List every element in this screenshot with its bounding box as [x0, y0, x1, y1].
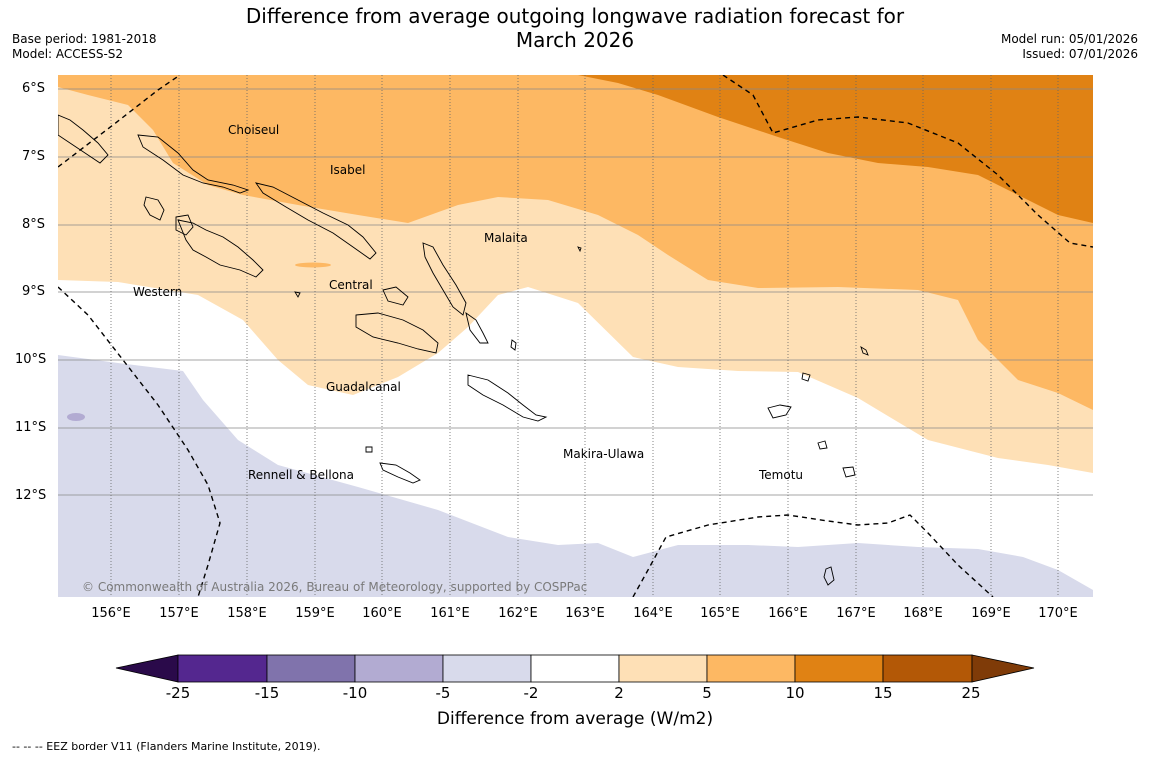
lon-label-163e: 163°E	[565, 606, 605, 621]
colorbar-tick-neg5: -5	[435, 684, 451, 702]
lat-label-6s: 6°S	[22, 81, 46, 96]
lon-label-170e: 170°E	[1038, 606, 1078, 621]
lat-label-9s: 9°S	[22, 284, 46, 299]
colorbar-tick-neg10: -10	[342, 684, 368, 702]
colorbar-tick-2: 2	[614, 684, 624, 702]
colorbar-bin-neg-10-5	[354, 654, 444, 683]
lon-label-162e: 162°E	[498, 606, 538, 621]
island-rennell	[379, 462, 421, 484]
colorbar-tick-neg25: -25	[165, 684, 191, 702]
lon-label-160e: 160°E	[362, 606, 402, 621]
copyright-notice: © Commonwealth of Australia 2026, Bureau…	[82, 580, 588, 594]
map-svg	[58, 75, 1093, 597]
base-period: Base period: 1981-2018	[12, 32, 157, 46]
lat-label-12s: 12°S	[15, 488, 47, 503]
island-utupua	[817, 440, 828, 450]
place-isabel: Isabel	[330, 163, 366, 177]
lon-label-161e: 161°E	[430, 606, 470, 621]
colorbar-tick-5: 5	[702, 684, 712, 702]
island-malaita	[422, 242, 467, 316]
colorbar-bin-pos-2-5	[618, 654, 708, 683]
latitude-gridlines	[58, 88, 1093, 496]
island-small-1	[294, 291, 301, 298]
eez-footnote: -- -- -- EEZ border V11 (Flanders Marine…	[12, 740, 321, 753]
map-panel: Choiseul Isabel Malaita Western Central …	[58, 75, 1093, 597]
island-guadalcanal	[355, 312, 439, 354]
colorbar-bin-pos-15-25	[882, 654, 973, 683]
island-small-2	[577, 246, 582, 253]
lon-label-166e: 166°E	[768, 606, 808, 621]
issued-date: Issued: 07/01/2026	[1022, 47, 1138, 61]
colorbar	[115, 654, 1035, 683]
lat-label-11s: 11°S	[15, 420, 47, 435]
longitude-gridlines	[110, 75, 1059, 597]
place-malaita: Malaita	[484, 231, 528, 245]
island-kolombangara	[175, 214, 194, 236]
island-florida	[382, 286, 409, 306]
model-run: Model run: 05/01/2026	[1000, 32, 1138, 46]
lat-label-8s: 8°S	[22, 217, 46, 232]
island-reef	[801, 372, 811, 382]
title-line-1: Difference from average outgoing longwav…	[245, 4, 905, 28]
colorbar-bin-neg-5-2	[442, 654, 532, 683]
island-ulawa	[510, 339, 517, 351]
metadata-right: Model run: 05/01/2026 Issued: 07/01/2026	[1001, 32, 1138, 62]
island-bellona	[365, 446, 373, 453]
place-rennell-bellona: Rennell & Bellona	[248, 468, 355, 482]
colorbar-bin-neutral	[530, 654, 620, 683]
island-choiseul	[137, 134, 250, 194]
colorbar-bin-pos-10-15	[794, 654, 884, 683]
anomaly-spot-pos	[295, 262, 331, 268]
island-shortland	[58, 114, 109, 164]
island-new-georgia	[177, 219, 264, 278]
eez-border	[58, 75, 1093, 597]
colorbar-tick-25: 25	[961, 684, 981, 702]
anomaly-spot-neg	[67, 413, 85, 421]
colorbar-bin-pos-5-10	[706, 654, 796, 683]
lat-label-10s: 10°S	[15, 352, 47, 367]
island-vella	[143, 196, 165, 221]
island-santa-cruz	[767, 404, 792, 419]
lon-label-156e: 156°E	[91, 606, 131, 621]
colorbar-tick-neg15: -15	[254, 684, 280, 702]
lon-label-159e: 159°E	[295, 606, 335, 621]
island-small-malaita	[465, 311, 489, 344]
coastlines	[58, 114, 869, 586]
place-temotu: Temotu	[759, 468, 804, 482]
lon-label-157e: 157°E	[159, 606, 199, 621]
lon-label-158e: 158°E	[227, 606, 267, 621]
title-line-2: March 2026	[515, 28, 635, 52]
place-western: Western	[133, 285, 183, 299]
lon-label-169e: 169°E	[971, 606, 1011, 621]
lon-label-164e: 164°E	[633, 606, 673, 621]
island-tikopia	[823, 566, 835, 586]
lon-label-168e: 168°E	[903, 606, 943, 621]
colorbar-tick-neg2: -2	[523, 684, 539, 702]
model-name: Model: ACCESS-S2	[12, 47, 124, 61]
chart-title: Difference from average outgoing longwav…	[0, 4, 1150, 52]
colorbar-bin-neg-15-10	[266, 654, 356, 683]
island-vanikoro	[842, 466, 856, 478]
anomaly-zone-pos-5-10	[58, 75, 1093, 410]
island-makira	[467, 374, 548, 422]
colorbar-bin-neg-25-15	[177, 654, 268, 683]
colorbar-extend-min	[115, 654, 179, 683]
anomaly-zone-pos-10-15	[578, 75, 1093, 223]
island-isabel	[254, 182, 377, 260]
island-duff	[860, 345, 869, 356]
place-choiseul: Choiseul	[228, 123, 280, 137]
place-guadalcanal: Guadalcanal	[326, 380, 401, 394]
metadata-left: Base period: 1981-2018 Model: ACCESS-S2	[12, 32, 157, 62]
colorbar-extend-max	[971, 654, 1035, 683]
anomaly-zone-neg-5-2	[58, 355, 1093, 597]
colorbar-title: Difference from average (W/m2)	[436, 709, 714, 729]
lat-label-7s: 7°S	[22, 149, 46, 164]
colorbar-tick-10: 10	[785, 684, 805, 702]
place-makira-ulawa: Makira-Ulawa	[563, 447, 645, 461]
place-central: Central	[329, 278, 373, 292]
colorbar-tick-15: 15	[873, 684, 893, 702]
lon-label-165e: 165°E	[700, 606, 740, 621]
lon-label-167e: 167°E	[836, 606, 876, 621]
